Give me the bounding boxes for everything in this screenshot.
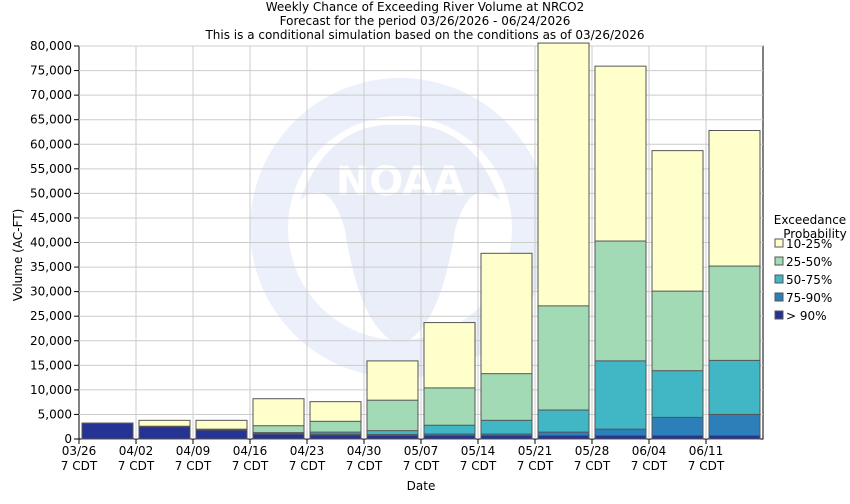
- x-tick-label-time: 7 CDT: [574, 459, 611, 473]
- y-tick-label: 45,000: [30, 211, 72, 225]
- chart-title-line-2: Forecast for the period 03/26/2026 - 06/…: [280, 14, 571, 28]
- bar-segment: [309, 434, 362, 440]
- legend-label: 10-25%: [786, 237, 832, 251]
- x-tick-label-time: 7 CDT: [688, 459, 725, 473]
- x-tick-label-date: 05/21: [518, 444, 553, 458]
- x-tick-label-time: 7 CDT: [346, 459, 383, 473]
- y-tick-label: 55,000: [30, 162, 72, 176]
- legend-swatch: [774, 274, 784, 284]
- x-tick-label-date: 06/04: [632, 444, 667, 458]
- chart-title-line-1: Weekly Chance of Exceeding River Volume …: [266, 0, 584, 14]
- x-tick-label-date: 04/16: [233, 444, 268, 458]
- x-tick-label-time: 7 CDT: [232, 459, 269, 473]
- y-axis-label: Volume (AC-FT): [11, 209, 25, 302]
- y-tick-label: 10,000: [30, 383, 72, 397]
- bar-segment: [480, 435, 533, 440]
- x-tick-label-time: 7 CDT: [175, 459, 212, 473]
- x-axis-label: Date: [407, 479, 436, 493]
- svg-text:NOAA: NOAA: [336, 159, 464, 205]
- bar-segment: [366, 435, 419, 440]
- x-tick-label-date: 03/26: [62, 444, 97, 458]
- x-tick-label-time: 7 CDT: [61, 459, 98, 473]
- y-tick-label: 20,000: [30, 334, 72, 348]
- legend-title-line-2: Probability: [783, 227, 846, 241]
- noaa-watermark-logo: NOAA: [250, 78, 550, 378]
- bar-segment: [138, 426, 191, 440]
- x-tick-label-time: 7 CDT: [403, 459, 440, 473]
- y-tick-label: 60,000: [30, 137, 72, 151]
- y-tick-label: 80,000: [30, 39, 72, 53]
- x-tick-label-date: 05/14: [461, 444, 496, 458]
- bar-segment: [708, 435, 761, 440]
- legend-title-line-1: Exceedance: [774, 213, 846, 227]
- bar-segment: [423, 435, 476, 440]
- y-tick-label: 30,000: [30, 285, 72, 299]
- bar-segment: [594, 360, 647, 440]
- legend-swatch: [774, 238, 784, 248]
- bar-segment: [537, 435, 590, 440]
- legend-label: 25-50%: [786, 255, 832, 269]
- x-tick-label-time: 7 CDT: [517, 459, 554, 473]
- y-tick-label: 5,000: [38, 407, 72, 421]
- bar-segment: [195, 429, 248, 440]
- y-tick-label: 35,000: [30, 260, 72, 274]
- x-tick-label-time: 7 CDT: [460, 459, 497, 473]
- legend-label: > 90%: [786, 309, 827, 323]
- bar-segment: [252, 433, 305, 440]
- legend-swatch: [774, 292, 784, 302]
- bar-segment: [651, 435, 704, 440]
- y-tick-label: 0: [64, 432, 72, 446]
- chart-title-line-3: This is a conditional simulation based o…: [204, 28, 644, 42]
- y-tick-label: 75,000: [30, 64, 72, 78]
- legend-swatch: [774, 256, 784, 266]
- x-tick-label-time: 7 CDT: [289, 459, 326, 473]
- x-tick-label-date: 04/23: [290, 444, 325, 458]
- y-tick-label: 70,000: [30, 88, 72, 102]
- bar-segment: [594, 435, 647, 440]
- legend-label: 50-75%: [786, 273, 832, 287]
- legend-swatch: [774, 310, 784, 320]
- y-tick-label: 15,000: [30, 358, 72, 372]
- x-tick-label-time: 7 CDT: [631, 459, 668, 473]
- x-tick-label-date: 04/30: [347, 444, 382, 458]
- x-tick-label-date: 04/09: [176, 444, 211, 458]
- y-tick-label: 50,000: [30, 186, 72, 200]
- y-tick-label: 40,000: [30, 236, 72, 250]
- x-tick-label-date: 05/28: [575, 444, 610, 458]
- y-tick-label: 25,000: [30, 309, 72, 323]
- x-tick-label-date: 04/02: [119, 444, 154, 458]
- legend-label: 75-90%: [786, 291, 832, 305]
- x-tick-label-date: 06/11: [689, 444, 724, 458]
- x-tick-label-time: 7 CDT: [118, 459, 155, 473]
- y-tick-label: 65,000: [30, 113, 72, 127]
- bar-segment: [81, 422, 134, 440]
- x-tick-label-date: 05/07: [404, 444, 439, 458]
